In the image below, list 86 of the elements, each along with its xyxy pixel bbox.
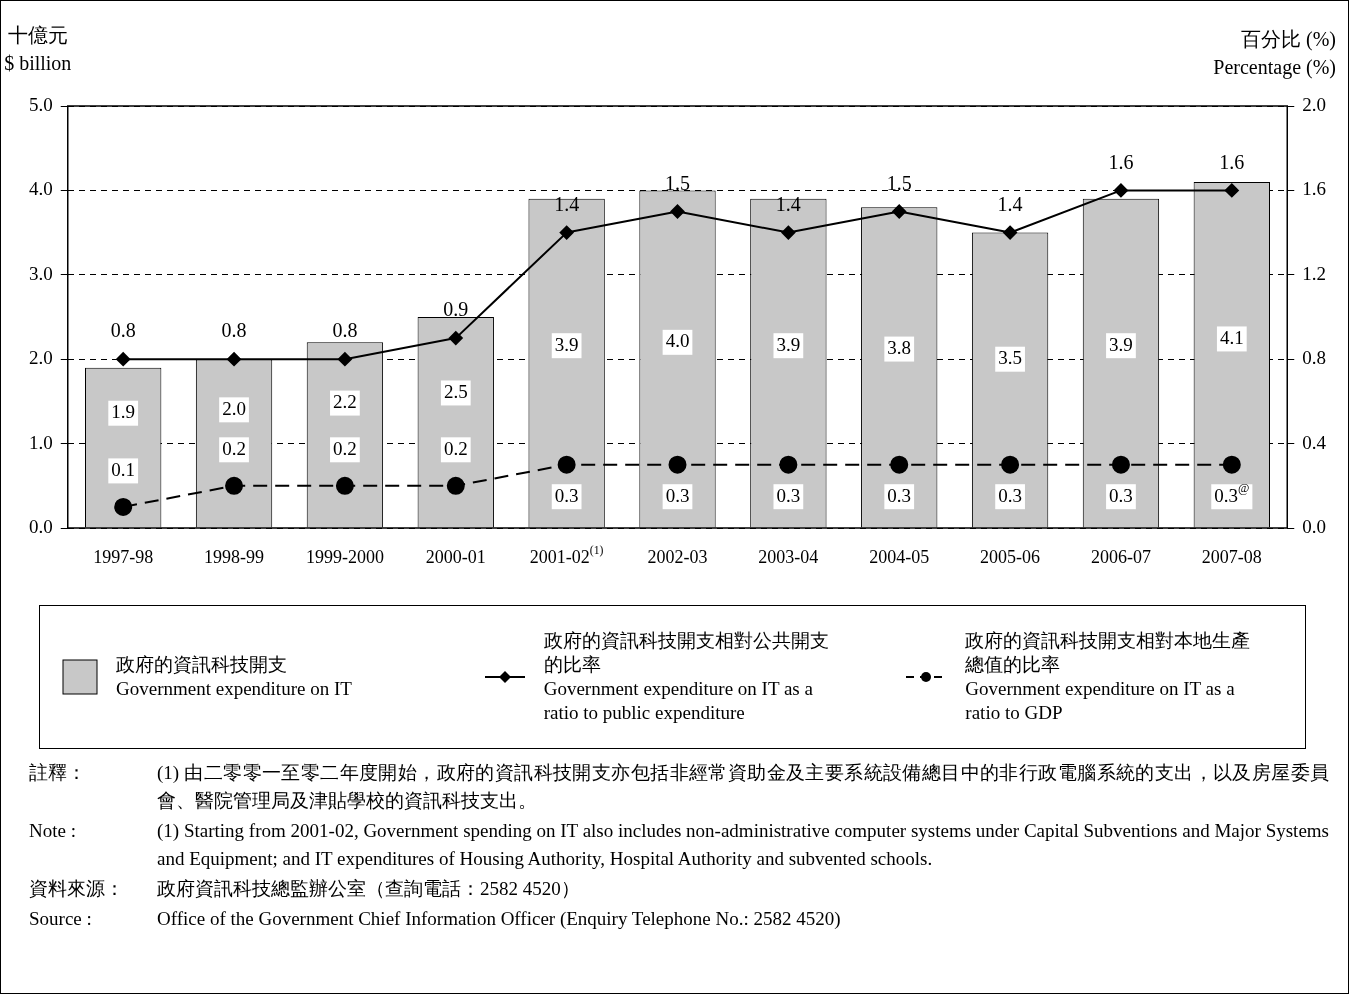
point xyxy=(1003,225,1018,240)
data-label: 0.9 xyxy=(443,298,469,321)
data-label: 3.5 xyxy=(998,347,1022,369)
y-tick-label: 0.0 xyxy=(29,515,53,537)
point xyxy=(335,476,354,495)
point xyxy=(225,476,244,495)
data-label: 4.1 xyxy=(1219,326,1244,348)
y2-axis-title: 百分比 (%) Percentage (%) xyxy=(1213,28,1337,80)
y-tick-label: 5.0 xyxy=(29,93,53,115)
data-label: 1.6 xyxy=(1108,150,1134,173)
data-label: 0.2 xyxy=(222,437,246,459)
x-tick-label: 1997-98 xyxy=(93,546,154,567)
y2-tick-label: 0.0 xyxy=(1302,515,1326,537)
x-tick-label: 1999-2000 xyxy=(305,546,384,567)
x-tick-label: 2007-08 xyxy=(1201,546,1262,567)
data-label: 2.0 xyxy=(222,397,246,419)
x-tick-label: 2005-06 xyxy=(980,546,1041,567)
point xyxy=(781,225,796,240)
data-label: 0.8 xyxy=(332,319,358,342)
data-label: 0.8 xyxy=(221,319,247,342)
data-label: 1.4 xyxy=(554,192,580,215)
point xyxy=(1222,455,1241,474)
data-label: 0.3 xyxy=(776,484,801,506)
data-label: 1.6 xyxy=(1219,150,1245,173)
x-tick-label: 2002-03 xyxy=(647,546,708,567)
point xyxy=(892,204,907,219)
data-label: 3.8 xyxy=(887,337,912,359)
data-label: 2.5 xyxy=(443,380,468,402)
data-label: 1.5 xyxy=(665,171,690,194)
data-label: 3.9 xyxy=(776,333,801,355)
legend-label: 政府的資訊科技開支相對本地生產總值的比率 Government expenditure on IT as a ratio to GDP xyxy=(965,629,1252,725)
point xyxy=(446,476,465,495)
data-label: 3.9 xyxy=(1109,333,1133,355)
y2-tick-label: 0.4 xyxy=(1302,431,1327,453)
data-label: 0.3 xyxy=(1109,484,1133,506)
y-axis-title: 十億元 $ billion xyxy=(4,24,72,75)
text: Source : Office of the Government Chief Information Officer (Enquiry Telephone No.: 2582 4520) xyxy=(29,908,841,929)
point xyxy=(779,455,798,474)
y-tick-label: 2.0 xyxy=(29,347,53,369)
data-label: 1.5 xyxy=(886,171,912,194)
data-label: 0.3 xyxy=(998,484,1022,506)
x-tick-label: 2000-01 xyxy=(425,546,486,567)
point xyxy=(1224,183,1239,198)
text: Note : (1) Starting from 2001-02, Government spending on IT also includes non-administrative computer systems under Capital Subventions and Major Systems and Equipment; and IT expenditures of Housing Authority, Hospital Authority and subvented schools. xyxy=(29,820,1329,869)
point xyxy=(448,331,463,346)
point xyxy=(890,455,909,474)
point xyxy=(227,352,242,367)
data-label: 0.3 xyxy=(887,484,912,506)
data-label: 0.3@ xyxy=(1214,481,1250,506)
x-tick-label: 2003-04 xyxy=(758,546,819,567)
data-label: 0.8 xyxy=(110,319,136,342)
point xyxy=(337,352,352,367)
x-tick-label: 1998-99 xyxy=(204,546,265,567)
x-tick-label: 2004-05 xyxy=(869,546,930,567)
y2-tick-label: 2.0 xyxy=(1302,93,1326,115)
data-label: 0.3 xyxy=(665,484,690,506)
point xyxy=(668,455,687,474)
x-tick-label: 2006-07 xyxy=(1090,546,1151,567)
point xyxy=(1111,455,1130,474)
text: 註釋： (1) 由二零零一至零二年度開始，政府的資訊科技開支亦包括非經常資助金及主要系統設備總目中的非行政電腦系統的支出，以及房屋委員會、醫院管理局及津貼學校的資訊科技支出。 xyxy=(29,762,1329,811)
data-label: 2.2 xyxy=(333,391,357,413)
legend-label: 政府的資訊科技開支相對公共開支的比率 Government expenditure on IT as a ratio to public expenditure xyxy=(543,629,830,725)
y-tick-label: 1.0 xyxy=(29,431,53,453)
point xyxy=(114,497,133,516)
y2-tick-label: 0.8 xyxy=(1302,347,1326,369)
point xyxy=(116,352,131,367)
data-label: 0.2 xyxy=(443,437,468,459)
y-tick-label: 3.0 xyxy=(29,262,53,284)
point xyxy=(670,204,685,219)
data-label: 1.4 xyxy=(775,192,801,215)
y2-tick-label: 1.2 xyxy=(1302,262,1326,284)
text: 資料來源： 政府資訊科技總監辦公室（查詢電話：2582 4520） xyxy=(29,878,580,899)
data-label: 1.4 xyxy=(997,192,1023,215)
data-label: 3.9 xyxy=(554,333,579,355)
y-tick-label: 4.0 xyxy=(29,178,53,200)
data-label: 0.3 xyxy=(554,484,579,506)
point xyxy=(557,455,576,474)
point xyxy=(559,225,574,240)
legend-label: 政府的資訊科技開支 Government expenditure on IT xyxy=(116,653,353,701)
point xyxy=(1113,183,1128,198)
data-label: 0.2 xyxy=(333,437,357,459)
data-label: 0.1 xyxy=(111,458,136,480)
point xyxy=(1001,455,1020,474)
data-label: 1.9 xyxy=(111,401,136,423)
data-label: 4.0 xyxy=(665,330,690,352)
y2-tick-label: 1.6 xyxy=(1302,178,1326,200)
